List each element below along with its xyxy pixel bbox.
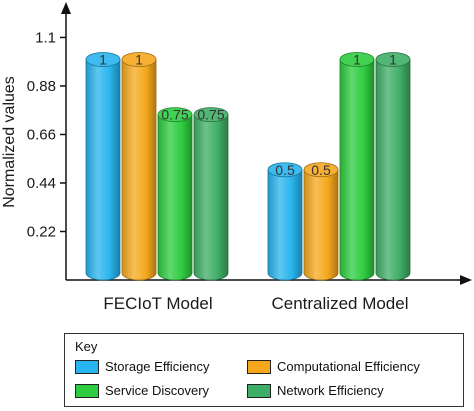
y-ticks: 0.22 0.44 0.66 0.88 1.1	[27, 29, 66, 240]
bar-top	[157, 107, 193, 123]
bar-computational-efficiency-2: 0.5	[303, 162, 339, 281]
bar-storage-efficiency-1: 1	[85, 52, 121, 281]
y-tick-label: 0.66	[27, 126, 56, 143]
bar-body	[303, 169, 339, 281]
legend-item-service-discovery: Service Discovery	[75, 383, 209, 398]
bar-top	[193, 107, 229, 123]
x-category-label: Centralized Model	[271, 294, 408, 313]
x-category-label: FECIoT Model	[103, 294, 212, 313]
bar-top	[339, 52, 375, 67]
legend-item-storage: Storage Efficiency	[75, 359, 210, 374]
bar-body	[85, 59, 121, 281]
data-label: 0.5	[275, 162, 295, 178]
legend-swatch	[75, 359, 99, 374]
legend-label: Service Discovery	[105, 383, 210, 398]
bar-top	[121, 52, 157, 67]
bar-body	[339, 59, 375, 281]
bars: 1 1 0.75 0.75 0.5 0.5 1 1	[85, 52, 411, 281]
bar-body	[121, 59, 157, 281]
bar-top	[267, 162, 303, 178]
x-axis-arrow	[460, 275, 472, 285]
data-label: 0.75	[197, 107, 224, 123]
y-axis-label: Normalized values	[1, 76, 18, 208]
data-label: 0.5	[311, 162, 331, 178]
bar-body	[157, 114, 193, 281]
legend-title: Key	[75, 339, 98, 354]
data-label: 1	[135, 52, 143, 68]
legend-swatch	[247, 383, 271, 398]
y-tick-label: 0.22	[27, 223, 56, 240]
y-tick-label: 0.88	[27, 78, 56, 95]
data-label: 1	[99, 52, 107, 68]
bar-network-efficiency-1: 0.75	[193, 107, 229, 281]
bar-computational-efficiency-1: 1	[121, 52, 157, 281]
bar-top	[375, 52, 411, 67]
legend: Key Storage Efficiency Computational Eff…	[64, 333, 464, 407]
y-axis-arrow	[61, 2, 71, 14]
bar-service-discovery-2: 1	[339, 52, 375, 281]
y-tick-label: 1.1	[35, 29, 56, 46]
legend-swatch	[75, 383, 99, 398]
legend-label: Computational Efficiency	[277, 359, 420, 374]
data-label: 1	[353, 52, 361, 68]
legend-label: Storage Efficiency	[105, 359, 210, 374]
data-label: 1	[389, 52, 397, 68]
category-labels: FECIoT Model Centralized Model	[103, 294, 408, 313]
y-tick-label: 0.44	[27, 175, 56, 192]
bar-body	[193, 114, 229, 281]
data-label: 0.75	[161, 107, 188, 123]
bar-service-discovery-1: 0.75	[157, 107, 193, 281]
bar-top	[303, 162, 339, 178]
legend-swatch	[247, 359, 271, 374]
legend-label: Network Efficiency	[277, 383, 384, 398]
legend-item-network: Network Efficiency	[247, 383, 384, 398]
bar-body	[375, 59, 411, 281]
bar-network-efficiency-2: 1	[375, 52, 411, 281]
bar-top	[85, 52, 121, 67]
legend-item-computational: Computational Efficiency	[247, 359, 420, 374]
bar-body	[267, 169, 303, 281]
bar-storage-efficiency-2: 0.5	[267, 162, 303, 281]
